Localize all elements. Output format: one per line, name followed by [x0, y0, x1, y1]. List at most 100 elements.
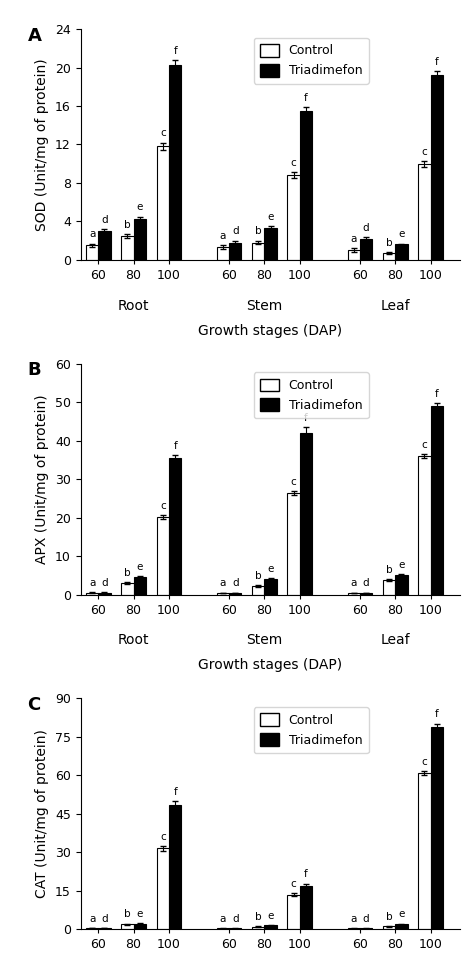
Text: b: b	[124, 910, 131, 920]
Text: c: c	[160, 129, 165, 138]
Text: d: d	[363, 914, 369, 923]
Bar	[395, 924, 408, 929]
Text: Root: Root	[118, 299, 149, 313]
Bar	[430, 727, 443, 929]
Text: C: C	[27, 696, 41, 714]
Bar	[217, 928, 229, 929]
Text: A: A	[27, 27, 41, 45]
Text: c: c	[421, 757, 427, 767]
Text: a: a	[350, 234, 357, 244]
Text: f: f	[304, 413, 308, 423]
Text: a: a	[220, 914, 226, 923]
Bar	[430, 76, 443, 259]
Text: e: e	[137, 909, 143, 919]
Text: f: f	[173, 45, 177, 56]
Bar	[264, 579, 277, 594]
Text: a: a	[220, 231, 226, 241]
Bar	[347, 593, 360, 594]
Bar	[395, 575, 408, 594]
Text: d: d	[232, 914, 238, 923]
Bar	[156, 849, 169, 929]
Text: a: a	[350, 914, 357, 923]
Text: e: e	[267, 212, 274, 222]
Text: f: f	[435, 389, 438, 399]
Text: d: d	[363, 223, 369, 232]
Bar	[360, 928, 372, 929]
Text: f: f	[435, 710, 438, 719]
Bar	[418, 164, 430, 259]
Text: a: a	[89, 914, 95, 923]
Text: a: a	[89, 229, 95, 239]
Text: Stem: Stem	[246, 299, 283, 313]
Bar	[217, 248, 229, 259]
Text: c: c	[160, 832, 165, 842]
Text: c: c	[291, 158, 296, 168]
Bar	[347, 251, 360, 259]
Y-axis label: SOD (Unit/mg of protein): SOD (Unit/mg of protein)	[36, 58, 49, 230]
Text: e: e	[398, 560, 405, 570]
Text: Leaf: Leaf	[381, 633, 410, 648]
Bar	[169, 804, 182, 929]
Legend: Control, Triadimefon: Control, Triadimefon	[254, 38, 369, 83]
Bar	[300, 886, 312, 929]
Bar	[121, 236, 134, 259]
Bar	[86, 928, 98, 929]
Text: e: e	[137, 202, 143, 212]
Bar	[98, 231, 110, 259]
Bar	[360, 239, 372, 259]
Bar	[156, 517, 169, 594]
Bar	[98, 928, 110, 929]
Bar	[229, 928, 241, 929]
Text: c: c	[421, 439, 427, 449]
Bar	[169, 65, 182, 259]
Bar	[229, 593, 241, 594]
Bar	[287, 175, 300, 259]
Text: a: a	[350, 579, 357, 589]
Bar	[264, 925, 277, 929]
Bar	[418, 772, 430, 929]
Text: B: B	[27, 361, 41, 379]
Bar	[86, 592, 98, 594]
Text: Growth stages (DAP): Growth stages (DAP)	[198, 323, 342, 338]
Bar	[360, 593, 372, 594]
Y-axis label: APX (Unit/mg of protein): APX (Unit/mg of protein)	[35, 394, 49, 564]
Text: b: b	[124, 568, 131, 578]
Text: c: c	[291, 476, 296, 487]
Bar	[252, 926, 264, 929]
Text: b: b	[255, 227, 262, 236]
Text: f: f	[173, 440, 177, 451]
Text: e: e	[398, 229, 405, 239]
Text: c: c	[291, 879, 296, 890]
Bar	[264, 228, 277, 259]
Text: Root: Root	[118, 633, 149, 648]
Text: d: d	[101, 578, 108, 589]
Text: b: b	[386, 912, 392, 922]
Bar	[121, 583, 134, 594]
Bar	[383, 926, 395, 929]
Text: e: e	[398, 910, 405, 920]
Bar	[287, 894, 300, 929]
Bar	[347, 928, 360, 929]
Text: b: b	[386, 238, 392, 248]
Text: f: f	[304, 93, 308, 103]
Text: b: b	[386, 564, 392, 575]
Text: d: d	[363, 579, 369, 589]
Text: e: e	[267, 911, 274, 921]
Bar	[418, 456, 430, 594]
Text: d: d	[101, 914, 108, 923]
Text: c: c	[160, 500, 165, 511]
Bar	[121, 924, 134, 929]
Bar	[430, 406, 443, 594]
Bar	[217, 593, 229, 594]
Text: f: f	[304, 869, 308, 880]
Bar	[134, 577, 146, 594]
Text: a: a	[89, 578, 95, 589]
Y-axis label: CAT (Unit/mg of protein): CAT (Unit/mg of protein)	[35, 730, 49, 898]
Bar	[98, 592, 110, 594]
Text: b: b	[255, 571, 262, 581]
Text: c: c	[421, 146, 427, 157]
Text: f: f	[435, 57, 438, 67]
Text: Growth stages (DAP): Growth stages (DAP)	[198, 658, 342, 673]
Bar	[300, 433, 312, 594]
Bar	[156, 146, 169, 259]
